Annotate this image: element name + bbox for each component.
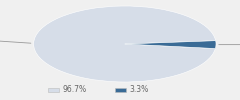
Text: 3.3%: 3.3% xyxy=(130,86,149,94)
Text: A.I.: A.I. xyxy=(219,40,240,49)
Bar xyxy=(48,88,59,92)
Text: WHITE: WHITE xyxy=(0,34,31,44)
Text: 96.7%: 96.7% xyxy=(62,86,87,94)
Bar xyxy=(115,88,126,92)
Wedge shape xyxy=(34,6,216,82)
Wedge shape xyxy=(125,41,216,49)
